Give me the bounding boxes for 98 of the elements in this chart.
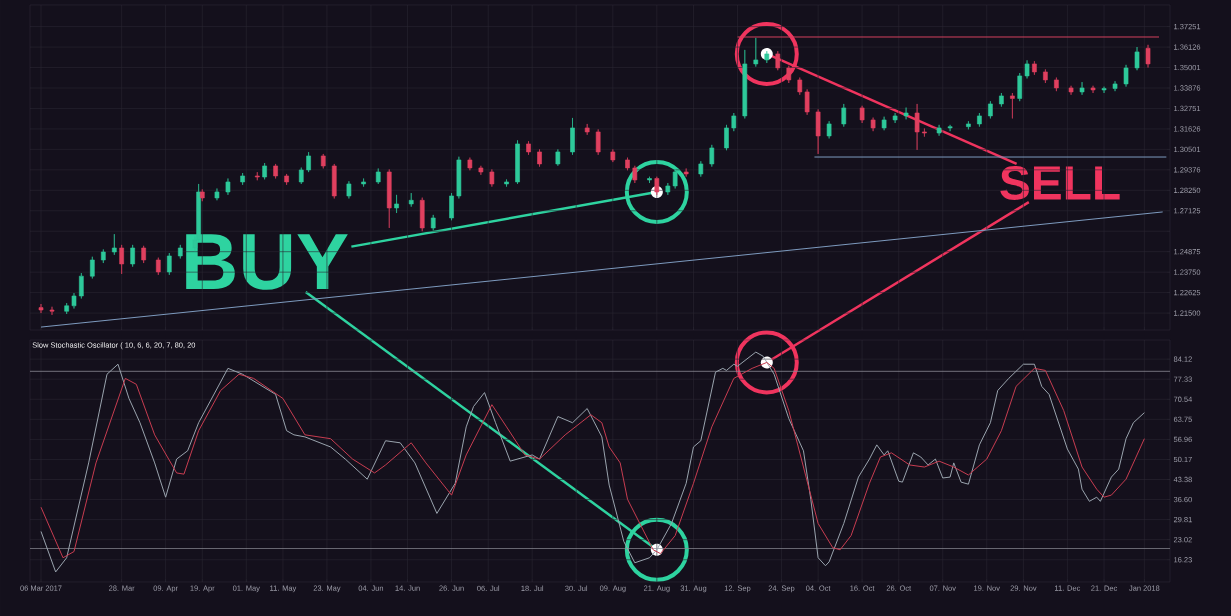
candlestick (166, 252, 172, 276)
candlestick (914, 103, 920, 151)
candlestick (375, 168, 381, 185)
candlestick (64, 302, 69, 315)
candlestick (936, 124, 942, 137)
candlestick (654, 176, 660, 196)
candlestick (625, 157, 630, 171)
candlestick (1134, 46, 1140, 71)
candlestick (1068, 85, 1074, 96)
candlestick (922, 128, 927, 137)
candlestick (584, 123, 590, 136)
candlestick (449, 192, 454, 221)
candlestick (698, 160, 704, 177)
candlestick (1145, 44, 1151, 68)
candlestick (478, 165, 484, 176)
candlestick (254, 171, 260, 181)
annotation: SELL (1000, 166, 1120, 200)
candlestick (119, 244, 124, 275)
candlestick (419, 197, 425, 232)
candlestick (665, 182, 671, 196)
candlestick (1123, 64, 1129, 87)
candlestick (79, 272, 84, 299)
candlestick (90, 256, 95, 279)
candlestick (775, 50, 781, 71)
candlestick (408, 192, 414, 207)
candlestick (394, 194, 399, 214)
candlestick (903, 107, 909, 120)
candlestick (826, 120, 832, 139)
candlestick (804, 89, 810, 116)
annotation: BUY (186, 234, 348, 290)
candlestick (331, 163, 337, 199)
candlestick (1043, 69, 1048, 84)
candlestick (841, 103, 847, 127)
candlestick (320, 153, 326, 169)
candlestick (1032, 60, 1037, 76)
candlestick (467, 157, 473, 171)
candlestick (526, 140, 531, 156)
candlestick (306, 151, 311, 173)
candlestick (870, 117, 876, 132)
candlestick (672, 169, 678, 189)
candlestick (71, 292, 77, 309)
candlestick (570, 117, 575, 156)
candlestick (101, 249, 106, 264)
candlestick (537, 149, 542, 167)
candlestick (199, 189, 205, 202)
candlestick (130, 244, 135, 267)
candlestick (1112, 80, 1118, 92)
candlestick (977, 112, 982, 127)
candlestick (859, 105, 865, 124)
candlestick (49, 306, 55, 316)
candlestick (1090, 85, 1096, 94)
candlestick (112, 233, 117, 256)
candlestick (284, 173, 289, 186)
candlestick (141, 245, 146, 264)
candlestick (346, 180, 352, 199)
candlestick (225, 178, 231, 196)
candlestick (489, 169, 495, 187)
candlestick (273, 163, 278, 179)
candlestick (753, 37, 759, 67)
candlestick (1024, 59, 1030, 79)
candlestick (742, 49, 748, 119)
candlestick (610, 149, 616, 163)
candlestick (155, 257, 161, 276)
candlestick (966, 120, 971, 130)
candlestick (38, 303, 44, 314)
candlestick (504, 179, 509, 187)
candlestick (298, 167, 304, 185)
candlestick (1101, 86, 1107, 94)
candlestick (456, 156, 462, 199)
candlestick (731, 112, 737, 132)
candlestick (1079, 81, 1085, 96)
candlestick (988, 100, 993, 119)
candlestick (1054, 77, 1059, 92)
candlestick (892, 112, 898, 124)
candlestick (947, 124, 953, 132)
candlestick (764, 50, 770, 64)
candlestick (214, 188, 220, 201)
candlestick (724, 124, 729, 151)
candlestick (262, 162, 267, 180)
candlestick (595, 129, 601, 156)
candlestick (240, 172, 245, 186)
candlestick (177, 244, 183, 259)
candlestick (881, 116, 887, 131)
candlestick (555, 149, 561, 167)
candlestick (999, 92, 1004, 107)
candlestick (1010, 92, 1015, 119)
candlestick (1017, 72, 1023, 102)
candlestick (632, 165, 638, 184)
candlestick (386, 169, 392, 229)
candlestick (515, 139, 520, 185)
candlestick (709, 144, 715, 167)
candlestick (430, 214, 436, 231)
candlestick (786, 65, 792, 84)
candlestick (647, 176, 652, 184)
candlestick (361, 178, 366, 187)
candlestick (683, 168, 689, 177)
candlestick (815, 109, 821, 155)
candlestick (797, 77, 803, 96)
